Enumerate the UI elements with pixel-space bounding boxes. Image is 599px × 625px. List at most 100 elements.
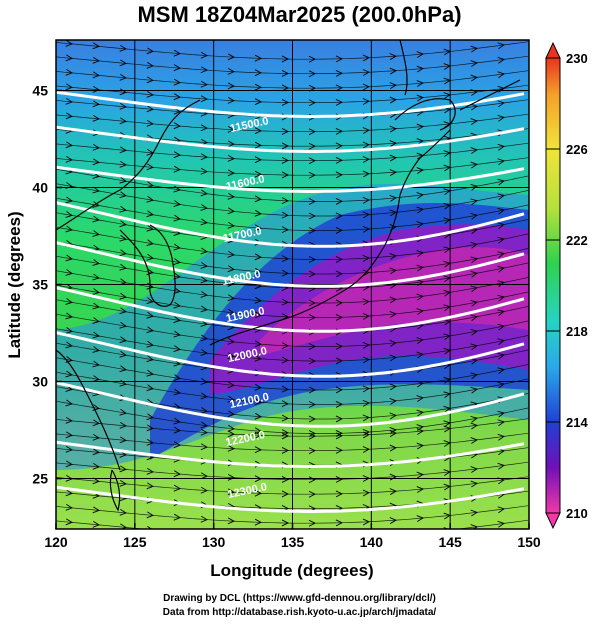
wind-arrow xyxy=(146,311,154,319)
colorbar-tick-label: 218 xyxy=(566,324,588,339)
wind-arrow xyxy=(200,291,208,298)
wind-arrow xyxy=(200,80,208,88)
wind-arrow xyxy=(146,163,154,171)
wind-arrow xyxy=(335,142,344,150)
wind-arrow xyxy=(92,448,100,456)
wind-arrow xyxy=(416,337,424,344)
wind-arrow xyxy=(416,351,424,359)
wind-arrow xyxy=(65,254,73,262)
wind-arrow xyxy=(335,401,344,408)
wind-arrow xyxy=(227,68,236,75)
wind-arrow xyxy=(390,532,396,538)
wind-arrow xyxy=(200,95,208,103)
wind-arrow xyxy=(173,301,181,309)
wind-arrow xyxy=(308,314,317,321)
wind-arrow xyxy=(308,299,317,307)
wind-arrow xyxy=(146,511,154,519)
wind-arrow xyxy=(119,365,127,373)
wind-arrow xyxy=(470,60,478,67)
wind-arrow xyxy=(119,292,127,300)
wind-arrow xyxy=(281,55,290,63)
wind-arrow xyxy=(470,161,478,169)
wind-arrow xyxy=(254,398,262,406)
wind-arrow xyxy=(389,430,397,437)
x-tick-label: 150 xyxy=(517,534,541,550)
wind-arrow xyxy=(173,359,181,367)
wind-arrow xyxy=(200,51,208,59)
wind-arrow xyxy=(92,506,100,514)
wind-arrow xyxy=(255,534,261,540)
wind-arrow xyxy=(470,198,478,206)
wind-arrow xyxy=(119,205,127,213)
wind-arrow xyxy=(497,222,505,229)
wind-arrow xyxy=(146,76,154,84)
wind-arrow xyxy=(119,176,127,184)
wind-arrow xyxy=(470,74,478,82)
wind-arrow xyxy=(362,54,371,62)
wind-arrow xyxy=(65,327,73,334)
wind-arrow xyxy=(335,447,344,454)
wind-arrow xyxy=(281,298,290,306)
wind-arrow xyxy=(200,247,208,255)
wind-arrow xyxy=(173,330,181,338)
wind-arrow xyxy=(119,307,127,315)
wind-arrow xyxy=(389,339,397,347)
y-axis-label: Latitude (degrees) xyxy=(5,211,24,358)
wind-arrow xyxy=(389,140,397,147)
wind-arrow xyxy=(200,428,208,436)
wind-arrow xyxy=(281,128,290,135)
wind-arrow xyxy=(389,154,397,162)
wind-arrow xyxy=(281,432,290,440)
wind-arrow xyxy=(416,206,424,214)
x-tick-label: 120 xyxy=(44,534,68,550)
wind-arrow xyxy=(227,445,236,452)
wind-arrow xyxy=(335,128,344,135)
wind-arrow xyxy=(173,122,181,130)
wind-arrow xyxy=(173,417,181,425)
wind-arrow xyxy=(335,432,344,440)
wind-arrow xyxy=(146,90,154,98)
wind-arrow xyxy=(227,352,235,360)
wind-arrow xyxy=(200,124,208,132)
wind-arrow xyxy=(470,422,478,430)
height-contour-line xyxy=(56,201,525,248)
wind-arrow xyxy=(92,71,100,79)
wind-arrow xyxy=(497,506,505,514)
wind-arrow xyxy=(417,530,424,537)
wind-arrow xyxy=(119,479,127,487)
wind-arrow xyxy=(227,294,235,302)
wind-arrow xyxy=(470,343,478,351)
wind-arrow xyxy=(119,191,127,199)
wind-arrow xyxy=(146,424,154,432)
x-tick-label: 135 xyxy=(281,534,305,550)
wind-arrow xyxy=(308,447,317,455)
wind-arrow xyxy=(254,170,263,178)
wind-arrow xyxy=(335,299,344,307)
wind-arrow xyxy=(362,127,371,134)
wind-arrow xyxy=(308,70,317,78)
wind-arrow xyxy=(227,488,236,496)
wind-arrow xyxy=(254,224,262,232)
wind-arrow xyxy=(389,383,397,391)
wind-arrow xyxy=(362,341,370,349)
wind-arrow xyxy=(119,234,127,242)
wind-arrow xyxy=(362,156,371,163)
wind-arrow xyxy=(389,209,397,217)
wind-arrow xyxy=(200,153,208,161)
wind-arrow xyxy=(254,489,263,497)
wind-arrow xyxy=(65,399,73,407)
wind-arrow xyxy=(119,160,127,168)
wind-arrow xyxy=(335,157,344,164)
wind-arrow xyxy=(254,54,263,62)
wind-arrow xyxy=(200,66,208,74)
wind-arrow xyxy=(119,321,127,329)
wind-arrow xyxy=(173,107,181,115)
wind-arrow xyxy=(470,299,478,307)
wind-arrow xyxy=(335,519,344,527)
wind-arrow xyxy=(497,100,505,108)
wind-arrow xyxy=(497,410,505,418)
wind-arrow xyxy=(362,356,370,364)
wind-arrow xyxy=(92,419,100,427)
wind-arrow xyxy=(146,326,154,334)
wind-arrow xyxy=(308,386,317,394)
